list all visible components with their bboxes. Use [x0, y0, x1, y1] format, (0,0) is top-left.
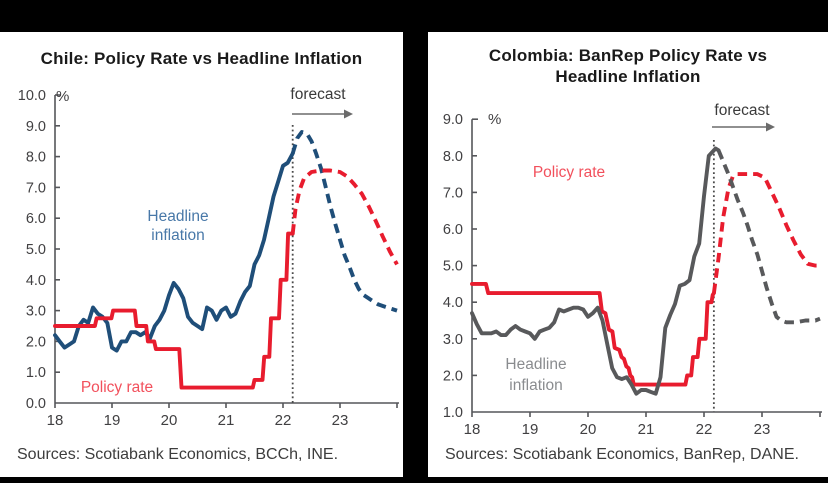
y-tick-label: 3.0 [26, 304, 46, 320]
forecast-arrow-head [766, 122, 775, 132]
colombia-forecast-label: forecast [714, 102, 770, 119]
headline-inflation-line [53, 151, 295, 353]
y-tick-label: 8.0 [26, 150, 46, 166]
y-tick-label: 1.0 [26, 365, 46, 381]
chile-chart-title: Chile: Policy Rate vs Headline Inflation [40, 49, 363, 68]
y-tick-label: 4.0 [443, 295, 463, 311]
x-tick-label: 23 [754, 421, 771, 438]
x-tick-label: 22 [696, 421, 713, 438]
x-tick-label: 20 [580, 421, 597, 438]
chile-source-note: Sources: Scotiabank Economics, BCCh, INE… [17, 446, 339, 463]
y-tick-label: 10.0 [18, 88, 46, 104]
x-tick-label: 22 [275, 412, 292, 429]
y-tick-label: 2.0 [443, 368, 463, 384]
colombia-chart-panel: 9.0 8.0 7.0 6.0 5.0 4.0 3.0 2.0 1.0 18 19 20 21 22 23 … [428, 32, 828, 477]
y-tick-label: 9.0 [443, 112, 463, 128]
chile-chart-panel: 10.0 9.0 8.0 7.0 6.0 5.0 4.0 3.0 2.0 1.0 0.0 18 19 20… [0, 32, 403, 477]
chile-forecast-label: forecast [290, 86, 346, 103]
policy-rate-line [53, 231, 295, 390]
y-tick-label: 5.0 [26, 242, 46, 258]
y-tick-label: 8.0 [443, 149, 463, 165]
chile-chart-canvas: 10.0 9.0 8.0 7.0 6.0 5.0 4.0 3.0 2.0 1.0 0.018 19 20… [18, 88, 399, 429]
policy-rate-forecast-line [290, 168, 399, 266]
colombia-chart-canvas: 9.0 8.0 7.0 6.0 5.0 4.0 3.0 2.0 1.018 19 20 21 22 23 [443, 112, 822, 438]
colombia-source-note: Sources: Scotiabank Economics, BanRep, D… [445, 446, 799, 463]
x-tick-label: 21 [638, 421, 655, 438]
colombia-policy-rate-label: Policy rate [532, 164, 606, 181]
chile-y-axis-unit: % [56, 88, 70, 105]
x-tick-label: 19 [104, 412, 121, 429]
y-tick-label: 0.0 [26, 396, 46, 412]
y-tick-label: 7.0 [443, 185, 463, 201]
headline-inflation-forecast-line [716, 149, 821, 325]
x-tick-label: 20 [161, 412, 178, 429]
y-tick-label: 6.0 [443, 222, 463, 238]
y-tick-label: 2.0 [26, 334, 46, 350]
x-tick-label: 21 [218, 412, 235, 429]
headline-inflation-forecast-line [290, 130, 398, 313]
headline-inflation-line [470, 146, 721, 396]
policy-rate-line [470, 281, 716, 387]
y-tick-label: 6.0 [26, 211, 46, 227]
forecast-arrow-head [344, 109, 353, 119]
x-tick-label: 23 [332, 412, 349, 429]
chile-policy-rate-label: Policy rate [80, 379, 154, 396]
colombia-y-axis-unit: % [488, 111, 502, 128]
y-tick-label: 5.0 [443, 259, 463, 275]
colombia-headline-inflation-label: Headline inflation [505, 356, 567, 394]
chile-headline-inflation-label: Headline inflation [147, 208, 209, 244]
y-tick-label: 9.0 [26, 119, 46, 135]
colombia-chart-title: Colombia: BanRep Policy Rate vs Headline… [488, 46, 768, 86]
x-tick-label: 18 [464, 421, 481, 438]
x-tick-label: 18 [47, 412, 64, 429]
y-tick-label: 7.0 [26, 180, 46, 196]
x-tick-label: 19 [522, 421, 539, 438]
y-tick-label: 1.0 [443, 405, 463, 421]
y-tick-label: 3.0 [443, 332, 463, 348]
policy-rate-forecast-line [711, 172, 820, 294]
y-tick-label: 4.0 [26, 273, 46, 289]
